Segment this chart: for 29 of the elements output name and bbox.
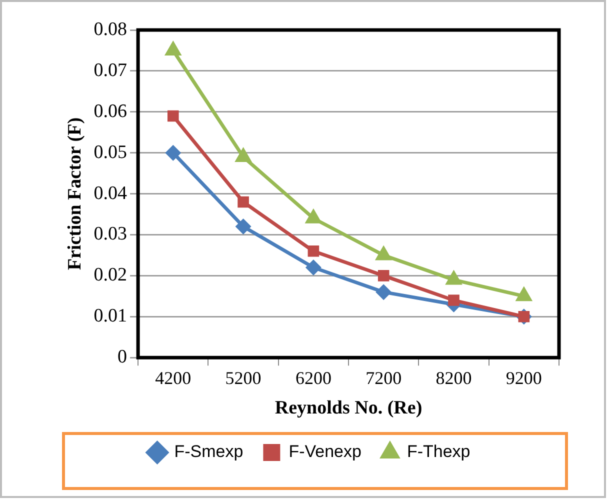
point [238, 196, 249, 208]
y-tick-label: 0.06 [94, 100, 128, 122]
x-tick-label: 6200 [295, 368, 332, 388]
y-tick-label: 0.03 [94, 224, 128, 245]
y-axis-title: Friction Factor (F) [64, 117, 86, 270]
point [308, 245, 320, 257]
point [448, 294, 460, 306]
x-tick-label: 9200 [506, 368, 542, 388]
y-tick-label: 0.01 [94, 306, 128, 327]
x-tick-label: 7200 [366, 368, 402, 388]
y-tick-label: 0.04 [94, 182, 128, 204]
point [376, 284, 392, 300]
x-tick-label: 4200 [155, 368, 192, 388]
y-tick-label: 0.05 [94, 142, 128, 163]
point [167, 110, 179, 122]
point [305, 260, 322, 276]
y-tick-label: 0.02 [94, 264, 128, 286]
y-tick-label: 0.08 [94, 18, 128, 40]
x-tick-label: 5200 [225, 368, 262, 388]
point [235, 218, 252, 235]
legend-label: F-Smexp [174, 442, 244, 462]
y-tick-label: 0 [118, 346, 128, 368]
x-axis-title: Reynolds No. (Re) [274, 398, 422, 419]
point [378, 270, 390, 282]
legend-label: F-Thexp [406, 442, 470, 462]
legend-label: F-Venexp [288, 442, 362, 462]
y-tick-label: 0.07 [94, 60, 128, 81]
point [165, 144, 182, 161]
x-tick-label: 8200 [436, 368, 472, 388]
